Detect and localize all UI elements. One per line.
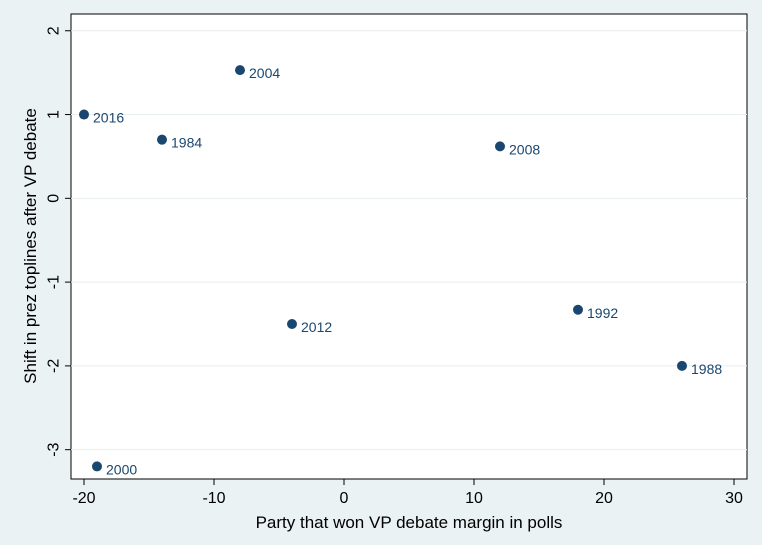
data-point-2000 bbox=[92, 461, 102, 472]
data-point-2004 bbox=[235, 65, 245, 76]
x-tick-label: 10 bbox=[465, 490, 483, 507]
x-tick-label: -10 bbox=[202, 490, 225, 507]
y-tick-label: 1 bbox=[46, 110, 63, 119]
data-point-2008 bbox=[495, 141, 505, 152]
point-label-2008: 2008 bbox=[509, 141, 540, 157]
y-tick-label: -2 bbox=[46, 359, 63, 373]
data-point-1988 bbox=[677, 360, 687, 371]
point-label-1992: 1992 bbox=[587, 305, 618, 321]
data-point-2012 bbox=[287, 319, 297, 329]
data-point-1984 bbox=[157, 134, 167, 145]
data-point-1992 bbox=[573, 304, 583, 315]
gridlines bbox=[71, 30, 747, 451]
data-points: 2016 1984 2004 2000 2012 2008 1992 1988 bbox=[79, 65, 722, 477]
x-axis-title: Party that won VP debate margin in polls bbox=[256, 513, 563, 532]
x-tick-label: 20 bbox=[595, 490, 613, 507]
y-tick-label: 2 bbox=[46, 26, 63, 35]
plot-area bbox=[70, 13, 748, 480]
data-point-2016 bbox=[79, 109, 89, 120]
point-label-2012: 2012 bbox=[301, 319, 332, 335]
point-label-1984: 1984 bbox=[171, 135, 202, 151]
x-tick-label: 0 bbox=[340, 490, 349, 507]
point-label-1988: 1988 bbox=[691, 361, 722, 377]
y-tick-label: -3 bbox=[46, 442, 63, 456]
y-tick-label: 0 bbox=[46, 194, 63, 203]
y-tick-label: -1 bbox=[46, 275, 63, 289]
point-label-2016: 2016 bbox=[93, 110, 124, 126]
y-axis-title: Shift in prez toplines after VP debate bbox=[21, 108, 40, 384]
x-tick-label: 30 bbox=[725, 490, 743, 507]
x-tick-label: -20 bbox=[72, 490, 95, 507]
point-label-2004: 2004 bbox=[249, 65, 280, 81]
point-label-2000: 2000 bbox=[106, 461, 137, 477]
